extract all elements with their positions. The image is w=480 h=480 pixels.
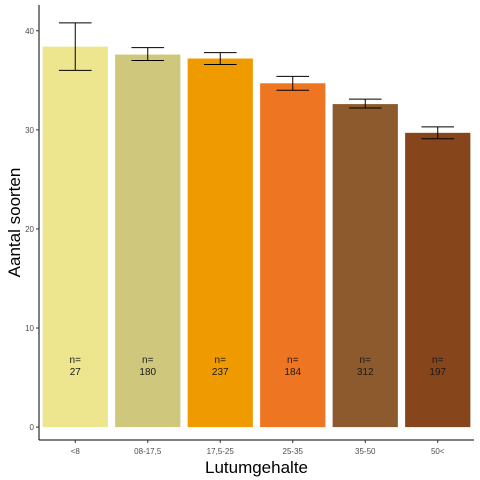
x-tick-label-5: 50< <box>431 447 445 456</box>
y-axis-ticks: 0 10 20 30 40 <box>25 27 39 432</box>
sample-size-prefix-1: n= <box>142 355 154 366</box>
x-tick-label-1: 08-17,5 <box>134 447 162 456</box>
sample-size-value-3: 184 <box>284 367 301 378</box>
x-tick-label-0: <8 <box>71 447 81 456</box>
sample-size-value-5: 197 <box>429 367 446 378</box>
sample-size-prefix-2: n= <box>215 355 227 366</box>
bar-1 <box>115 54 181 428</box>
sample-size-value-2: 237 <box>212 367 229 378</box>
sample-size-prefix-3: n= <box>287 355 299 366</box>
sample-size-value-1: 180 <box>139 367 156 378</box>
x-tick-label-2: 17,5-25 <box>207 447 235 456</box>
bar-5 <box>405 132 471 428</box>
sample-size-prefix-0: n= <box>70 355 82 366</box>
y-tick-label-4: 40 <box>25 27 34 36</box>
bar-3 <box>260 83 326 428</box>
y-tick-label-3: 30 <box>25 126 34 135</box>
x-axis-ticks: <8 08-17,5 17,5-25 25-35 35-50 50< <box>71 440 445 456</box>
y-tick-label-0: 0 <box>30 423 35 432</box>
sample-size-value-4: 312 <box>357 367 374 378</box>
x-tick-label-4: 35-50 <box>355 447 376 456</box>
sample-size-prefix-4: n= <box>360 355 372 366</box>
y-axis-title: Aantal soorten <box>5 168 24 278</box>
bar-0 <box>42 46 108 428</box>
y-tick-label-2: 20 <box>25 225 34 234</box>
sample-size-value-0: 27 <box>70 367 82 378</box>
x-axis-title: Lutumgehalte <box>205 458 308 477</box>
sample-size-prefix-5: n= <box>432 355 444 366</box>
x-tick-label-3: 25-35 <box>283 447 304 456</box>
bar-2 <box>187 58 253 428</box>
bar-4 <box>332 104 398 428</box>
y-tick-label-1: 10 <box>25 324 34 333</box>
bars-layer <box>42 46 471 428</box>
error-bars-layer <box>58 22 455 140</box>
